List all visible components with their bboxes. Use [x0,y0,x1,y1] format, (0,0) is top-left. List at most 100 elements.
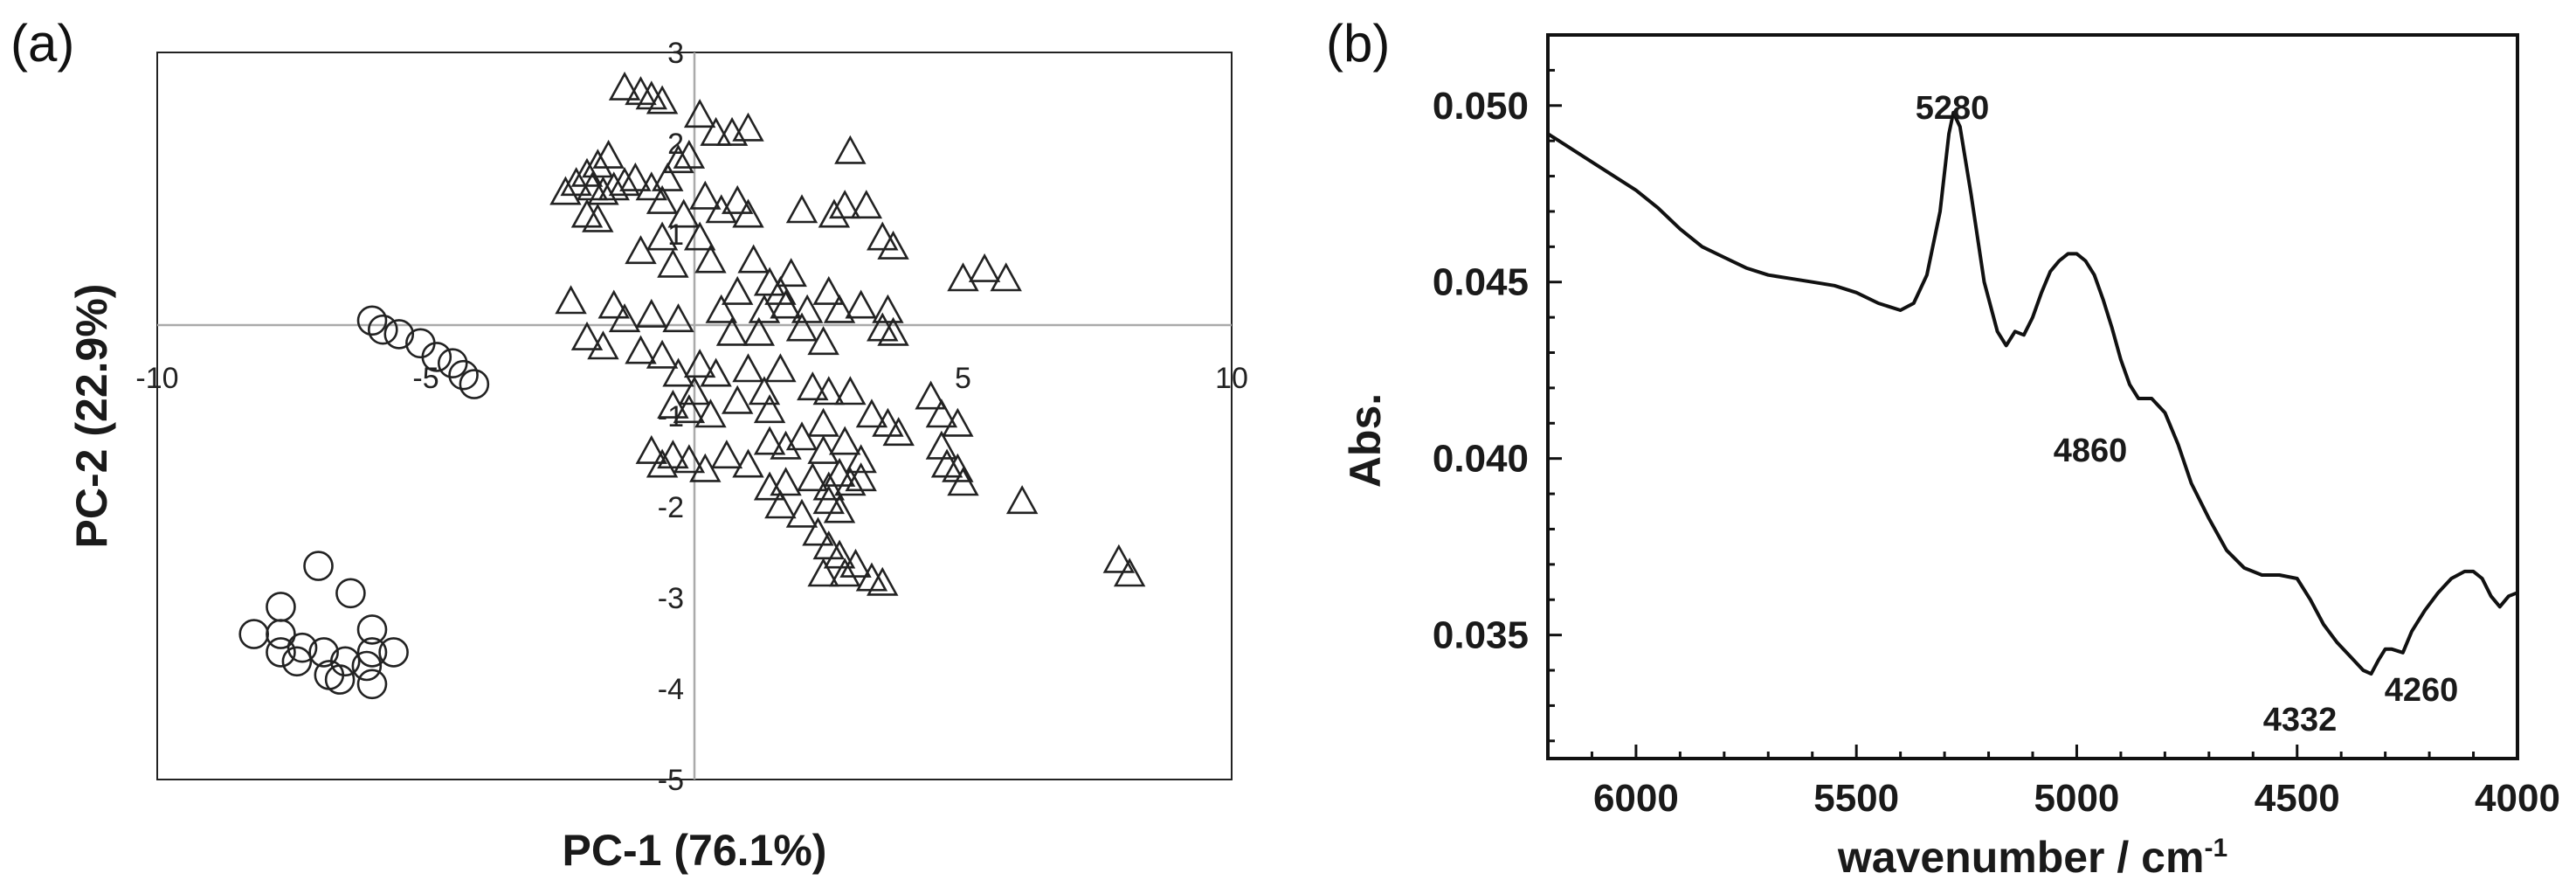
triangle-marker [737,244,770,274]
panel-b-y-tick-label: 0.050 [1433,85,1529,128]
panel-b-plot-frame [1546,33,2519,760]
triangle-marker [635,434,668,464]
triangle-marker [662,357,694,387]
triangle-marker [823,494,856,523]
panel-b-x-tick-label: 4500 [2255,777,2340,820]
triangle-marker [807,558,839,587]
triangle-marker [715,316,749,346]
triangle-marker [625,235,657,265]
triangle-marker [625,335,657,364]
triangle-marker [839,548,872,578]
triangle-marker [807,326,839,356]
circle-marker [437,348,468,378]
panel-a-y-tick-label: 2 [667,128,684,161]
triangle-marker [823,457,856,487]
circle-marker [383,319,415,350]
panel-a-y-tick-label: 3 [667,37,684,70]
triangle-marker [770,430,802,460]
circle-marker [421,342,452,372]
triangle-marker [947,467,979,496]
triangle-marker [748,376,781,405]
panel-b-y-tick-label: 0.040 [1433,438,1529,481]
triangle-marker [867,566,899,596]
panel-a-y-tick-label: -5 [658,764,684,797]
circle-marker [287,632,318,663]
triangle-marker [855,398,888,428]
triangle-marker [694,244,727,274]
triangle-marker [753,426,786,455]
triangle-marker [942,407,974,437]
triangle-marker [877,316,909,346]
panel-a-y-tick-label: -2 [658,491,684,524]
triangle-marker [662,144,694,174]
circle-marker [266,592,296,622]
triangle-marker [823,294,856,323]
triangle-marker [812,275,845,305]
circle-marker [281,646,313,677]
panel-b-x-axis-title-text: wavenumber / cm [1837,833,2205,882]
triangle-marker [555,285,587,315]
triangle-marker [872,294,904,323]
triangle-marker [807,434,839,464]
triangle-marker [652,162,684,191]
triangle-marker [646,221,679,251]
circle-marker [378,637,409,668]
circle-marker [335,578,366,609]
triangle-marker [850,190,883,219]
triangle-marker [834,135,867,164]
circle-marker [266,637,296,668]
triangle-marker [689,180,722,210]
peak-label-5280: 5280 [1916,90,1990,127]
triangle-marker [812,376,845,405]
triangle-marker [770,289,802,319]
panel-b-y-tick-labels: 0.050 0.045 0.040 0.035 [1433,85,1529,657]
triangle-marker [732,448,764,478]
triangle-marker [797,462,829,492]
triangle-marker [587,176,619,205]
triangle-marker [646,184,679,214]
triangle-marker [785,312,818,342]
triangle-marker [882,417,915,447]
triangle-marker [700,357,732,387]
triangle-marker [732,353,764,383]
panel-a-pca-scores: (a) -10 -5 5 10 321-1-2-3-4-5 PC-1 (76.1%) … [10,14,1248,875]
triangle-marker [694,398,727,428]
triangle-marker [828,426,861,455]
circle-marker [266,619,296,649]
triangle-marker [845,462,877,492]
triangle-marker [683,349,716,378]
triangle-marker [683,99,716,128]
triangle-marker [925,430,958,460]
triangle-marker [657,248,689,278]
peak-label-4332: 4332 [2263,702,2338,738]
triangle-marker [608,303,641,333]
triangle-marker [748,294,781,323]
panel-b-label: (b) [1326,14,1390,73]
triangle-marker [732,112,764,142]
circle-marker [356,669,388,700]
panel-a-y-tick-label: -4 [658,673,684,706]
triangle-marker [673,444,706,474]
panel-a-x-tick-label: 10 [1215,362,1248,395]
triangle-marker [1005,485,1039,515]
panel-b-x-tick-label: 6000 [1593,777,1679,820]
triangle-marker [673,139,706,169]
triangle-marker [1113,558,1146,587]
panel-b-tick-marks [1546,33,2519,759]
circle-marker [351,650,383,682]
triangle-marker [812,485,845,515]
panel-b-x-tick-label: 4000 [2475,777,2560,820]
peak-label-4860: 4860 [2054,433,2128,469]
triangle-marker [785,498,818,528]
triangle-marker [930,448,963,478]
triangle-marker [753,267,786,296]
triangle-marker [646,339,679,369]
panel-a-label: (a) [10,14,74,73]
triangle-marker [925,398,958,428]
triangle-marker [823,539,856,569]
panel-b-y-axis-title: Abs. [1341,393,1390,488]
triangle-marker [791,294,824,323]
triangle-marker [646,85,679,114]
panel-a-y-tick-label: -3 [658,582,684,615]
triangle-marker [845,444,877,474]
